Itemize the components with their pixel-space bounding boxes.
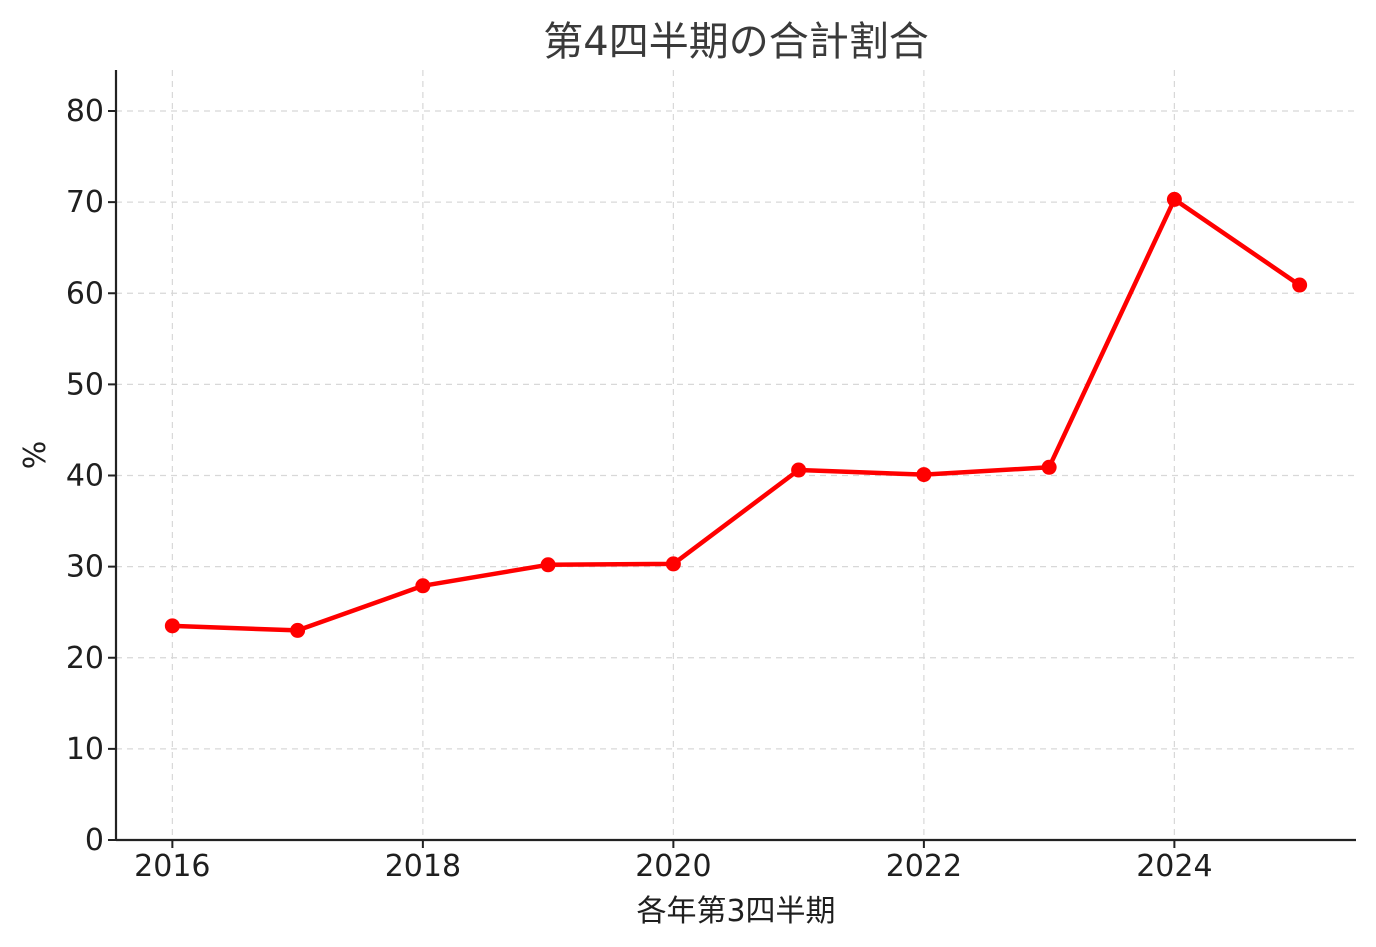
x-tick-label: 2020 — [635, 849, 711, 884]
data-point — [1166, 191, 1182, 207]
data-point — [164, 618, 180, 634]
y-tick-label: 40 — [66, 459, 104, 494]
x-axis-label: 各年第3四半期 — [636, 894, 835, 929]
data-point — [791, 462, 807, 478]
series-layer — [164, 191, 1308, 638]
data-point — [1041, 459, 1057, 475]
y-tick-label: 70 — [66, 185, 104, 220]
y-tick-label: 10 — [66, 732, 104, 767]
y-tick-label: 60 — [66, 276, 104, 311]
x-tick-label: 2024 — [1136, 849, 1212, 884]
chart-title: 第4四半期の合計割合 — [543, 19, 928, 65]
y-tick-label: 50 — [66, 367, 104, 402]
data-point — [415, 578, 431, 594]
data-point — [665, 556, 681, 572]
data-point — [540, 557, 556, 573]
ticks-layer: 0 10 20 30 40 50 60 70 80 2016 2018 2020 2022 2024 — [66, 94, 1213, 884]
data-point — [916, 467, 932, 483]
x-tick-label: 2016 — [134, 849, 210, 884]
y-tick-label: 0 — [85, 823, 104, 858]
axes-layer — [114, 70, 1356, 842]
data-point — [1292, 277, 1308, 293]
y-tick-label: 30 — [66, 550, 104, 585]
series-line — [170, 197, 1302, 633]
data-point — [290, 622, 306, 638]
y-tick-label: 80 — [66, 94, 104, 129]
grid-layer — [116, 70, 1356, 840]
x-tick-label: 2018 — [385, 849, 461, 884]
y-axis-label: % — [18, 441, 53, 470]
y-tick-label: 20 — [66, 641, 104, 676]
x-tick-label: 2022 — [886, 849, 962, 884]
